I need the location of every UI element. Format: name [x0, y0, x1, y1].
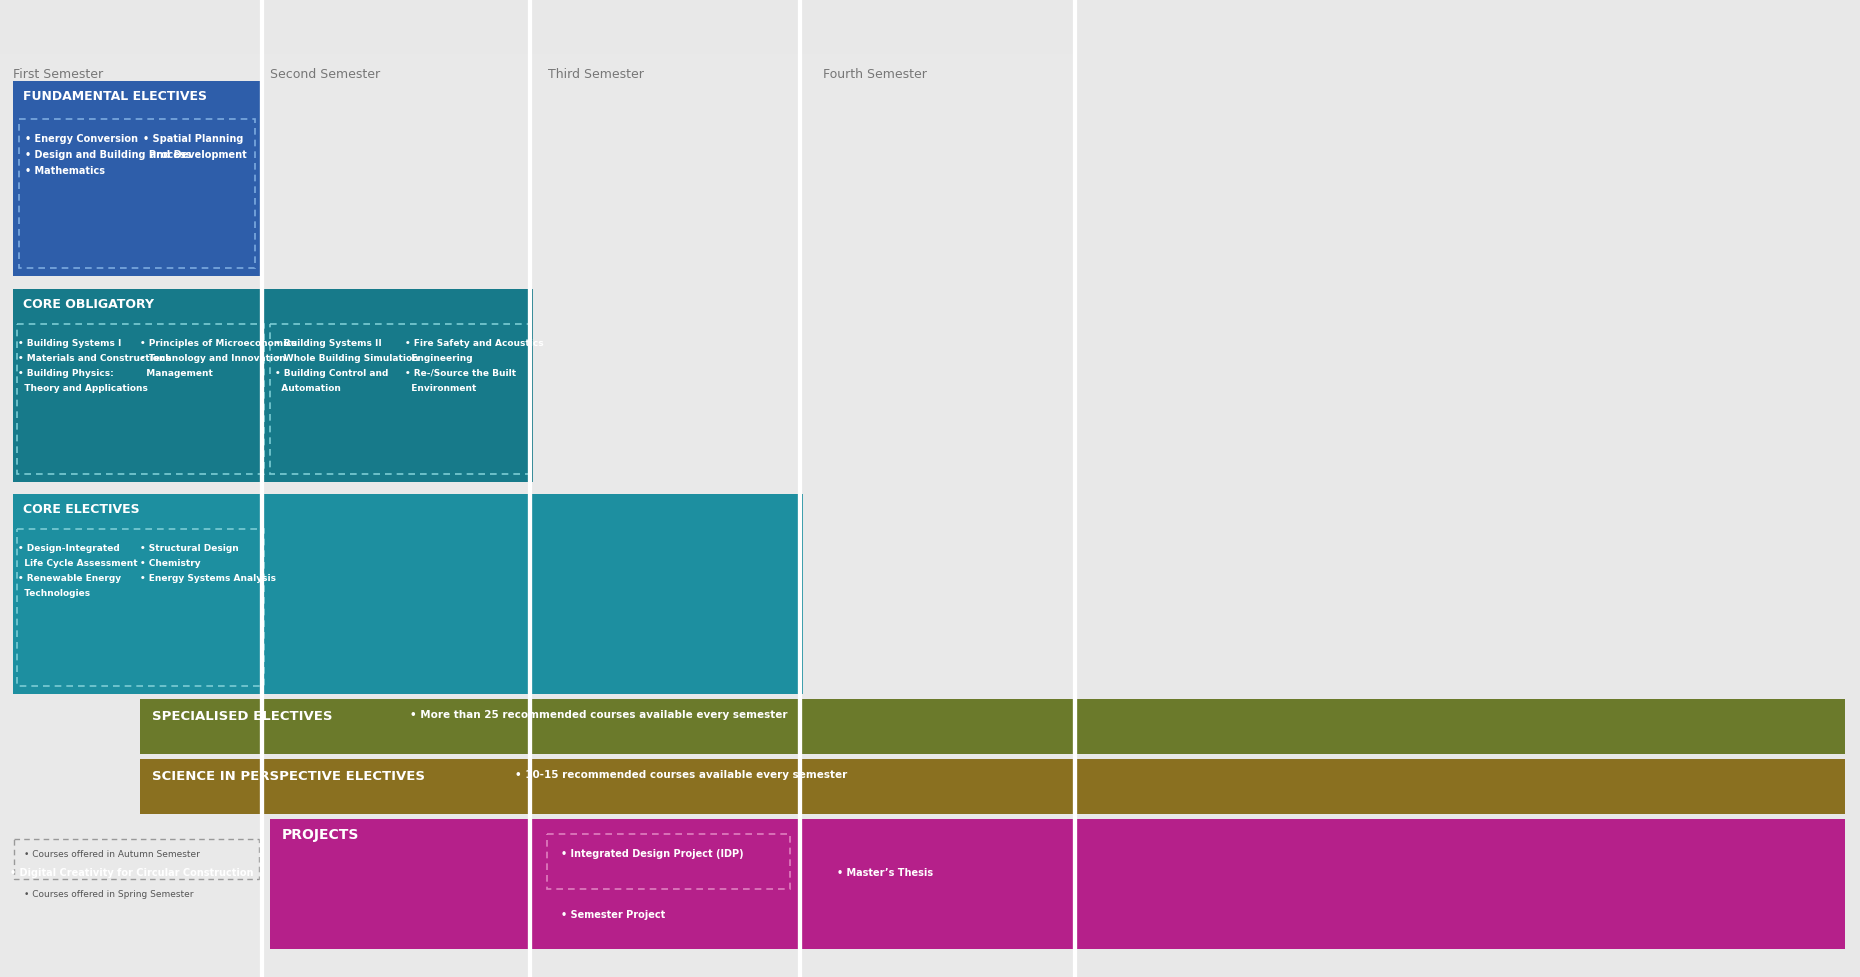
Text: SPECIALISED ELECTIVES: SPECIALISED ELECTIVES — [153, 709, 333, 722]
Bar — [19, 120, 255, 269]
Text: • Digital Creativity for Circular Construction: • Digital Creativity for Circular Constr… — [9, 868, 253, 877]
Text: • Structural Design: • Structural Design — [140, 543, 238, 552]
Text: • Re-/Source the Built: • Re-/Source the Built — [405, 368, 515, 378]
Text: • Design-Integrated: • Design-Integrated — [19, 543, 119, 552]
Text: FUNDAMENTAL ELECTIVES: FUNDAMENTAL ELECTIVES — [22, 90, 206, 103]
Text: CORE ELECTIVES: CORE ELECTIVES — [22, 502, 140, 516]
Bar — [13, 290, 534, 483]
Text: • 10-15 recommended courses available every semester: • 10-15 recommended courses available ev… — [515, 769, 848, 780]
Bar — [15, 839, 259, 879]
Text: • Spatial Planning: • Spatial Planning — [143, 134, 244, 144]
Bar — [262, 55, 530, 977]
Text: Third Semester: Third Semester — [549, 68, 644, 81]
Bar — [13, 82, 260, 276]
Bar — [547, 834, 790, 889]
Text: • Building Systems II: • Building Systems II — [275, 339, 381, 348]
Text: Second Semester: Second Semester — [270, 68, 379, 81]
Text: Engineering: Engineering — [405, 354, 472, 362]
Bar — [17, 530, 264, 686]
Text: Theory and Applications: Theory and Applications — [19, 384, 149, 393]
Text: • More than 25 recommended courses available every semester: • More than 25 recommended courses avail… — [409, 709, 787, 719]
Text: • Building Physics:: • Building Physics: — [19, 368, 113, 378]
Text: • Materials and Constructions: • Materials and Constructions — [19, 354, 171, 362]
Text: • Chemistry: • Chemistry — [140, 559, 201, 568]
Bar — [140, 759, 1845, 814]
Text: • Design and Building Process: • Design and Building Process — [24, 149, 192, 160]
Bar — [140, 700, 1845, 754]
Text: • Whole Building Simulation: • Whole Building Simulation — [275, 354, 418, 362]
Text: • Renewable Energy: • Renewable Energy — [19, 573, 121, 582]
Text: PROJECTS: PROJECTS — [283, 828, 359, 841]
Text: • Courses offered in Spring Semester: • Courses offered in Spring Semester — [24, 889, 193, 898]
Text: • Fire Safety and Acoustics: • Fire Safety and Acoustics — [405, 339, 543, 348]
Text: • Principles of Microeconomics: • Principles of Microeconomics — [140, 339, 298, 348]
Text: • Mathematics: • Mathematics — [24, 166, 104, 176]
Bar — [13, 494, 804, 695]
Text: SCIENCE IN PERSPECTIVE ELECTIVES: SCIENCE IN PERSPECTIVE ELECTIVES — [153, 769, 424, 783]
Text: • Master’s Thesis: • Master’s Thesis — [837, 868, 934, 877]
Text: • Building Control and: • Building Control and — [275, 368, 389, 378]
Text: Fourth Semester: Fourth Semester — [822, 68, 926, 81]
Bar — [1075, 55, 1860, 977]
Text: CORE OBLIGATORY: CORE OBLIGATORY — [22, 298, 154, 311]
Bar — [17, 324, 264, 475]
Text: Automation: Automation — [275, 384, 340, 393]
Text: • Energy Systems Analysis: • Energy Systems Analysis — [140, 573, 275, 582]
Text: Life Cycle Assessment: Life Cycle Assessment — [19, 559, 138, 568]
Bar — [270, 324, 530, 475]
Text: Environment: Environment — [405, 384, 476, 393]
Text: Management: Management — [140, 368, 212, 378]
Bar — [0, 55, 262, 977]
Text: • Integrated Design Project (IDP): • Integrated Design Project (IDP) — [562, 848, 744, 858]
Text: • Technology and Innovation: • Technology and Innovation — [140, 354, 286, 362]
Text: First Semester: First Semester — [13, 68, 102, 81]
Text: • Courses offered in Autumn Semester: • Courses offered in Autumn Semester — [24, 849, 199, 858]
Text: • Building Systems I: • Building Systems I — [19, 339, 121, 348]
Bar — [270, 819, 1845, 949]
Bar — [530, 55, 800, 977]
Text: and Development: and Development — [143, 149, 247, 160]
Text: • Energy Conversion: • Energy Conversion — [24, 134, 138, 144]
Text: Technologies: Technologies — [19, 588, 89, 597]
Text: • Semester Project: • Semester Project — [562, 909, 666, 919]
Bar — [800, 55, 1075, 977]
